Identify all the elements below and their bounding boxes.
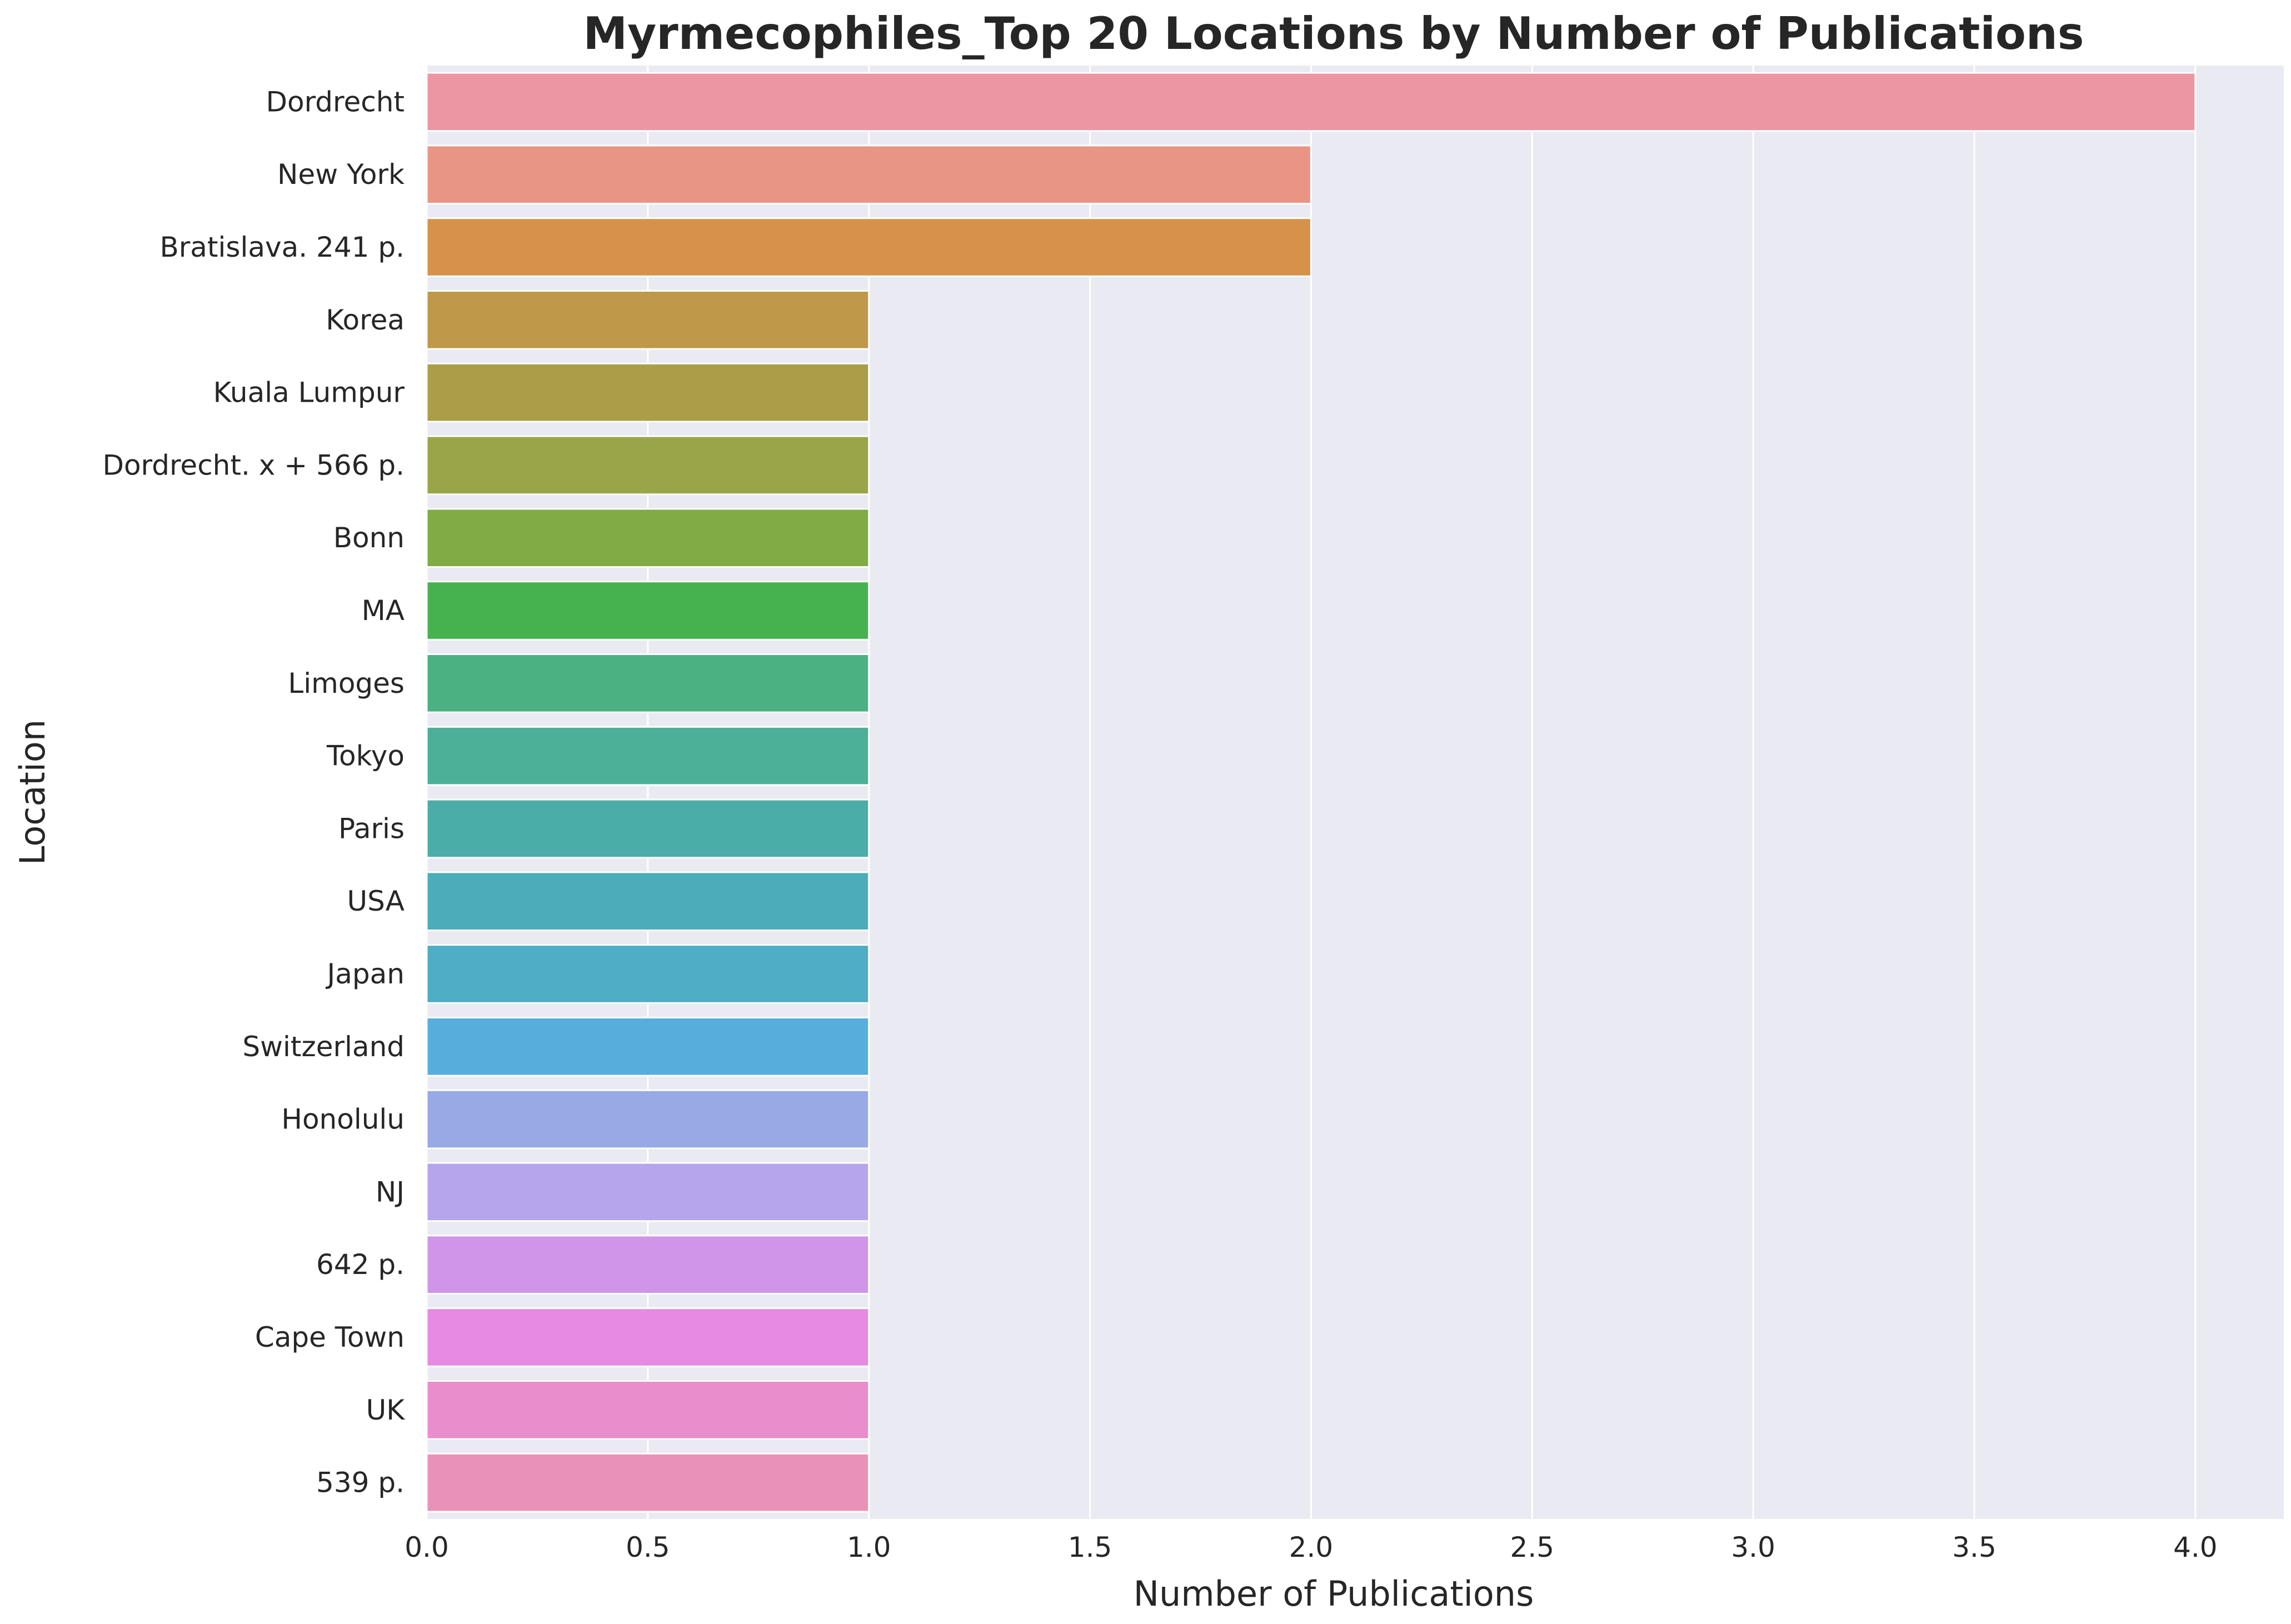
bar xyxy=(426,581,870,641)
x-tick-label: 3.5 xyxy=(1952,1531,1996,1563)
bar xyxy=(426,653,870,713)
bar xyxy=(426,1380,870,1440)
y-tick-label: MA xyxy=(362,594,405,627)
bar xyxy=(426,1235,870,1295)
chart-title: Myrmecophiles_Top 20 Locations by Number… xyxy=(583,8,2084,59)
bar xyxy=(426,362,870,423)
y-tick-label: Japan xyxy=(326,958,405,990)
bar xyxy=(426,435,870,496)
bar xyxy=(426,217,1312,277)
bar xyxy=(426,508,870,568)
x-tick-label: 4.0 xyxy=(2173,1531,2218,1563)
bar xyxy=(426,1307,870,1367)
y-tick-label: NJ xyxy=(376,1176,405,1208)
plot-background xyxy=(427,66,2284,1519)
y-tick-label: New York xyxy=(277,158,405,191)
y-tick-label: Limoges xyxy=(288,667,405,699)
y-tick-labels: Dordrecht New York Bratislava. 241 p. Korea… xyxy=(102,86,405,1498)
y-tick-label: Cape Town xyxy=(255,1321,405,1353)
y-tick-label: USA xyxy=(347,885,405,917)
y-tick-label: Tokyo xyxy=(326,740,405,772)
y-tick-label: 642 p. xyxy=(316,1248,405,1281)
y-tick-label: Bratislava. 241 p. xyxy=(159,231,405,263)
y-axis-label: Location xyxy=(12,719,53,865)
x-tick-label: 2.0 xyxy=(1289,1531,1334,1563)
x-tick-label: 3.0 xyxy=(1731,1531,1775,1563)
bar xyxy=(426,1016,870,1077)
x-tick-label: 0.5 xyxy=(626,1531,670,1563)
y-tick-label: UK xyxy=(366,1394,406,1426)
y-tick-label: Switzerland xyxy=(242,1031,405,1063)
bar xyxy=(426,144,1312,205)
bar xyxy=(426,1089,870,1150)
bar xyxy=(426,72,2197,132)
bar xyxy=(426,1452,870,1513)
bar xyxy=(426,871,870,932)
y-tick-label: Kuala Lumpur xyxy=(213,377,405,409)
x-tick-labels: 0.0 0.5 1.0 1.5 2.0 2.5 3.0 3.5 4.0 xyxy=(405,1531,2217,1563)
x-tick-label: 1.5 xyxy=(1068,1531,1112,1563)
x-tick-label: 0.0 xyxy=(405,1531,449,1563)
y-tick-label: Dordrecht. x + 566 p. xyxy=(102,449,405,481)
y-tick-label: 539 p. xyxy=(316,1467,405,1499)
bar xyxy=(426,798,870,859)
bar xyxy=(426,726,870,786)
y-tick-label: Dordrecht xyxy=(266,86,405,118)
y-tick-label: Honolulu xyxy=(281,1103,405,1136)
bar xyxy=(426,1162,870,1222)
x-tick-label: 2.5 xyxy=(1510,1531,1555,1563)
y-tick-label: Korea xyxy=(326,304,405,336)
bars xyxy=(426,72,2197,1513)
y-tick-label: Paris xyxy=(338,812,405,845)
x-tick-label: 1.0 xyxy=(847,1531,891,1563)
bar xyxy=(426,289,870,350)
x-axis-label: Number of Publications xyxy=(1134,1573,1534,1614)
y-tick-label: Bonn xyxy=(333,522,405,554)
bar xyxy=(426,944,870,1004)
